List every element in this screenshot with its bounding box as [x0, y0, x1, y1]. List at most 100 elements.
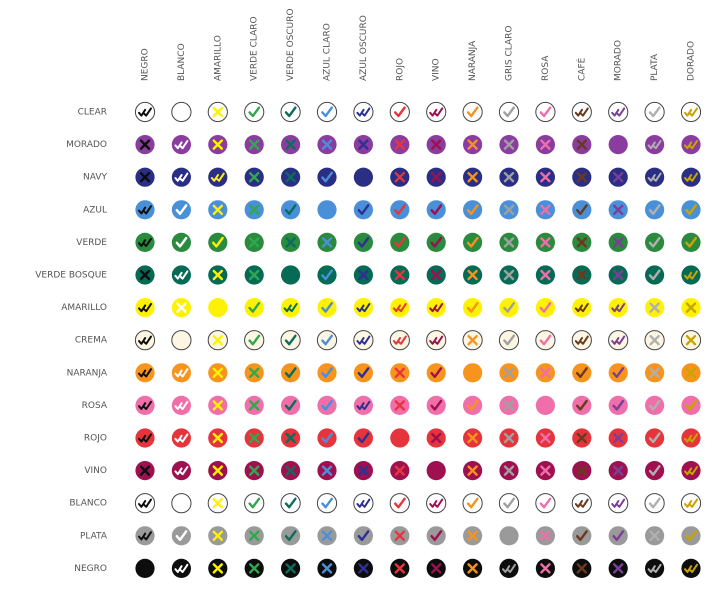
cell-morado-dorado [681, 135, 701, 155]
cell-verde-naranja [463, 232, 483, 252]
swatch-circle [681, 428, 701, 448]
cross-icon [394, 400, 405, 411]
check-icon [284, 204, 297, 216]
double-check-icon [429, 335, 444, 345]
cell-plata-verde-claro [244, 526, 264, 546]
cell-morado-azul-oscuro [353, 135, 373, 155]
swatch-circle [463, 298, 483, 318]
cross-icon [503, 139, 515, 150]
cell-plata-plata [645, 526, 665, 546]
double-check-icon [574, 335, 589, 345]
check-icon [503, 106, 515, 118]
cell-azul-amarillo [208, 200, 228, 220]
cell-rosa-plata [645, 395, 665, 415]
swatch-circle [244, 493, 265, 514]
cross-icon [212, 465, 224, 476]
cell-vino-azul-oscuro [353, 461, 373, 481]
cross-icon [613, 563, 624, 574]
cell-vino-amarillo [208, 461, 228, 481]
cell-navy-rojo [390, 167, 410, 187]
cross-icon [321, 530, 333, 541]
cross-icon [248, 139, 260, 150]
cell-verde-bosque-rojo [390, 265, 410, 285]
cell-verde-bosque-naranja [463, 265, 483, 285]
column-header-negro: NEGRO [141, 48, 151, 81]
cross-icon [649, 335, 660, 346]
cell-crema-verde-claro [244, 330, 265, 351]
swatch-circle [281, 298, 301, 318]
cell-rosa-morado [608, 395, 628, 415]
swatch-circle [608, 526, 628, 546]
cell-navy-azul-claro [317, 167, 337, 187]
double-check-icon [684, 563, 698, 574]
cell-blanco-blanco [171, 493, 192, 514]
swatch-circle [608, 363, 628, 383]
double-check-icon [684, 433, 698, 443]
cell-vino-rojo [390, 461, 410, 481]
cross-icon [358, 563, 369, 574]
swatch-circle [171, 135, 191, 155]
double-check-icon [356, 303, 371, 313]
cell-verde-bosque-azul-claro [317, 265, 337, 285]
row-header-blanco: BLANCO [69, 499, 107, 509]
swatch-circle [390, 200, 410, 220]
cell-plata-amarillo [208, 526, 228, 546]
swatch-circle [317, 200, 337, 220]
cross-icon [139, 465, 151, 476]
cell-crema-gris-claro [498, 330, 520, 351]
cell-clear-vino [426, 101, 447, 123]
check-icon [393, 204, 406, 216]
cell-rosa-cafe [572, 395, 592, 415]
cell-azul-negro [135, 200, 155, 220]
row-header-verde: VERDE [76, 238, 107, 248]
swatch-circle [608, 493, 629, 514]
cross-icon [503, 400, 515, 411]
cell-vino-gris-claro [499, 461, 519, 481]
check-icon [648, 465, 661, 476]
cell-naranja-rojo [390, 363, 410, 383]
cell-negro-plata [645, 558, 665, 578]
cross-icon [576, 432, 587, 444]
check-icon [321, 302, 333, 313]
swatch-circle [426, 232, 446, 252]
swatch-circle [171, 167, 191, 187]
cell-vino-verde-claro [244, 461, 264, 481]
cell-rosa-verde-oscuro [281, 395, 301, 415]
cell-morado-vino [426, 135, 446, 155]
double-check-icon [138, 368, 152, 378]
double-check-icon [174, 368, 189, 378]
check-icon [357, 530, 370, 541]
swatch-circle [681, 265, 701, 285]
cell-navy-amarillo [208, 167, 228, 187]
cross-icon [540, 139, 551, 150]
check-icon [430, 367, 443, 378]
cross-icon [248, 432, 260, 444]
cell-amarillo-azul-claro [317, 298, 337, 318]
cell-verde-amarillo [208, 232, 228, 252]
check-icon [612, 367, 625, 378]
check-icon [430, 236, 443, 248]
cross-icon [467, 171, 478, 183]
cell-amarillo-blanco [171, 298, 191, 318]
cross-icon [394, 269, 405, 281]
column-header-verde-oscuro: VERDE OSCURO [286, 8, 296, 81]
swatch-circle [680, 493, 702, 514]
row-header-azul: AZUL [83, 205, 107, 215]
cell-plata-vino [426, 526, 446, 546]
row-header-amarillo: AMARILLO [61, 303, 107, 313]
double-check-icon [138, 433, 152, 443]
swatch-circle [353, 200, 373, 220]
check-icon [685, 204, 697, 216]
cell-morado-cafe [572, 135, 592, 155]
cell-crema-vino [426, 330, 447, 351]
check-icon [284, 106, 297, 118]
cell-verde-verde-claro [244, 232, 264, 252]
cross-icon [649, 530, 660, 541]
cell-rosa-verde-claro [244, 395, 264, 415]
cell-plata-naranja [463, 526, 483, 546]
cell-amarillo-amarillo [208, 298, 228, 318]
cell-rosa-azul-claro [317, 395, 337, 415]
cell-morado-verde-claro [244, 135, 264, 155]
cross-icon [613, 204, 624, 216]
cell-naranja-azul-oscuro [353, 363, 373, 383]
